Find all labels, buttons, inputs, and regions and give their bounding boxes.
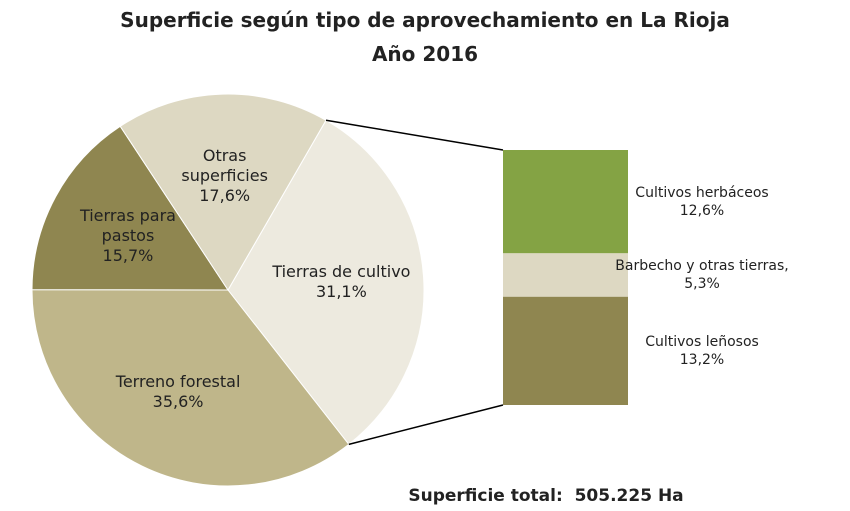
bar-value: 5,3% [684, 276, 720, 293]
slice-value: 17,6% [199, 186, 251, 206]
slice-label: Tierras de cultivo 31,1% [247, 262, 435, 302]
slice-label: Terreno forestal 35,6% [76, 372, 280, 412]
bar-segment [503, 296, 628, 405]
pie-slice [119, 93, 327, 291]
bar-label: Cultivos leñosos 13,2% [645, 333, 759, 369]
bar-value: 12,6% [679, 202, 725, 219]
bar-name: Barbecho y otras tierras, [615, 258, 789, 275]
slice-name: Tierras para pastos [79, 205, 176, 245]
bar-label: Cultivos herbáceos 12,6% [635, 184, 768, 220]
footnote: Superficie total: 505.225 Ha [408, 486, 684, 506]
chart-subtitle: Año 2016 [371, 42, 479, 66]
pie-slice [31, 289, 350, 487]
bar-name: Cultivos leñosos [645, 333, 759, 350]
slice-label: Otras superficies 17,6% [165, 146, 284, 206]
connector [325, 119, 504, 151]
bar-name: Cultivos herbáceos [635, 184, 769, 201]
connector [348, 404, 504, 446]
slice-name: Otras superficies [181, 146, 268, 186]
slice-value: 15,7% [102, 245, 154, 265]
bar-value: 13,2% [679, 351, 725, 368]
bar-segment [503, 150, 628, 254]
chart-title: Superficie según tipo de aprovechamiento… [120, 8, 730, 32]
slice-value: 35,6% [152, 392, 204, 412]
pie-slice [31, 125, 229, 291]
slice-name: Tierras de cultivo [272, 262, 411, 282]
slice-label: Tierras para pastos 15,7% [73, 206, 183, 266]
bar-segment [503, 253, 628, 297]
pie-slice [227, 119, 425, 446]
bar-label: Barbecho y otras tierras, 5,3% [615, 257, 788, 293]
slice-value: 31,1% [315, 282, 367, 302]
slice-name: Terreno forestal [115, 372, 241, 392]
